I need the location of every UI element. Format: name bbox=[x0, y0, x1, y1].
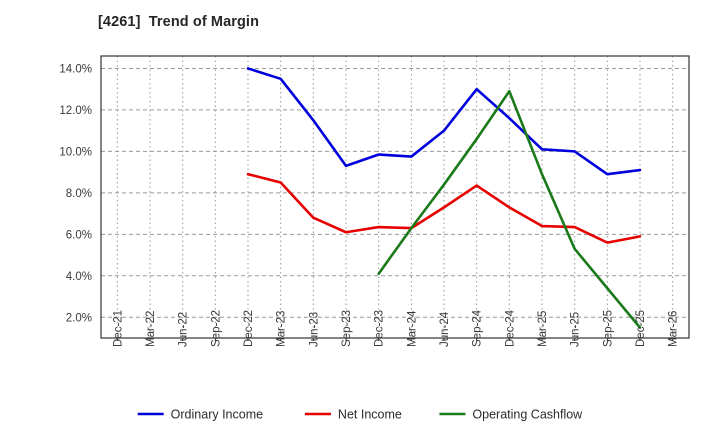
y-axis-tick-label: 2.0% bbox=[66, 312, 92, 324]
y-axis-tick-label: 10.0% bbox=[59, 146, 92, 158]
y-axis-tick-label: 8.0% bbox=[66, 188, 92, 200]
series-layer bbox=[246, 67, 642, 329]
y-axis-tick-label: 14.0% bbox=[59, 63, 92, 75]
x-axis-tick-label: Dec-23 bbox=[374, 310, 386, 347]
x-axis-tick-label: Mar-24 bbox=[406, 310, 418, 347]
x-axis-tick-label: Jun-22 bbox=[178, 312, 190, 347]
series-line bbox=[377, 89, 642, 329]
x-axis-tick-label: Mar-26 bbox=[668, 311, 680, 347]
x-axis-tick-label: Sep-23 bbox=[341, 310, 353, 347]
plot-frame bbox=[100, 55, 690, 339]
x-axis-tick-labels: Dec-21 Mar-22 Jun-22 Sep-22 Dec-22 Mar-23 Jun-… bbox=[112, 309, 679, 347]
y-axis-tick-label: 4.0% bbox=[66, 271, 92, 283]
x-axis-tick-label: Mar-22 bbox=[145, 311, 157, 347]
series-line bbox=[246, 67, 642, 176]
x-axis-tick-label: Dec-21 bbox=[112, 310, 124, 347]
series-line bbox=[246, 172, 642, 244]
x-axis-tick-label: Sep-25 bbox=[602, 310, 614, 347]
chart-title: [4261] Trend of Margin bbox=[98, 14, 260, 30]
x-axis-tick-label: Dec-22 bbox=[243, 310, 255, 347]
x-axis-tick-label: Sep-24 bbox=[472, 309, 484, 347]
legend-item-label: Ordinary Income bbox=[171, 408, 263, 422]
x-axis-tick-label: Jun-25 bbox=[570, 312, 582, 347]
y-axis-tick-labels: 2.0% 4.0% 6.0% 8.0% 10.0% 12.0% 14.0% bbox=[59, 63, 92, 324]
x-axis-tick-label: Sep-22 bbox=[210, 310, 222, 347]
x-axis-tick-label: Dec-24 bbox=[504, 309, 516, 347]
y-axis-tick-label: 6.0% bbox=[66, 229, 92, 241]
x-axis-tick-label: Mar-25 bbox=[537, 311, 549, 347]
x-axis-tick-label: Jun-24 bbox=[439, 311, 451, 347]
x-axis-tick-label: Mar-23 bbox=[276, 311, 288, 347]
chart-legend: Ordinary Income Net Income Operating Cashf… bbox=[137, 408, 583, 422]
x-axis-tick-label: Dec-25 bbox=[635, 310, 647, 347]
legend-item-label: Net Income bbox=[338, 408, 402, 422]
grid-layer bbox=[101, 56, 689, 338]
y-axis-tick-label: 12.0% bbox=[59, 105, 92, 117]
legend-item-label: Operating Cashflow bbox=[472, 408, 583, 422]
x-axis-tick-label: Jun-23 bbox=[308, 312, 320, 347]
axis-layer bbox=[100, 55, 690, 339]
